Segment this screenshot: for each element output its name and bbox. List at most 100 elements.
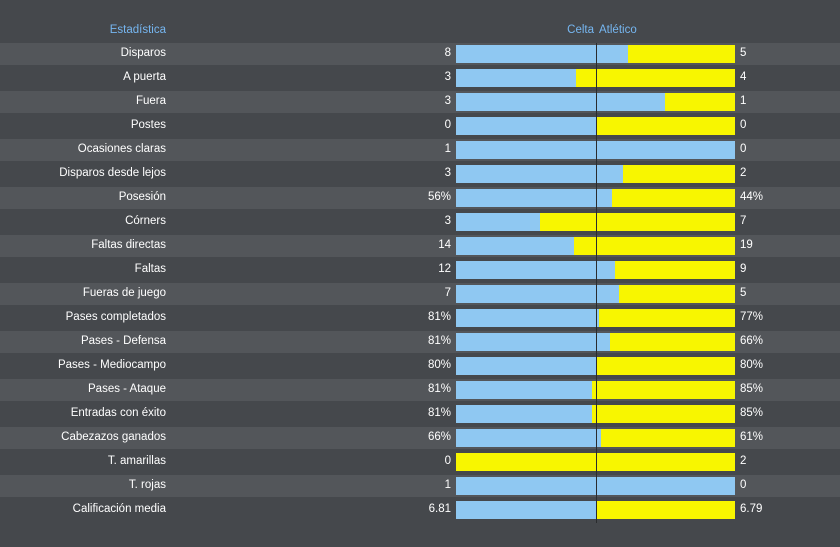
stat-label: T. rojas — [128, 479, 166, 491]
away-bar-fill — [610, 333, 735, 351]
home-bar-fill — [456, 69, 576, 87]
stat-row: Pases - Mediocampo 80% 80% — [0, 355, 840, 377]
home-bar-fill — [456, 405, 592, 423]
home-bar-fill — [456, 309, 599, 327]
away-value: 6.79 — [740, 503, 763, 515]
stat-row: Pases completados 81% 77% — [0, 307, 840, 329]
stat-label: Pases - Mediocampo — [57, 359, 166, 371]
away-bar-fill — [615, 261, 735, 279]
away-value: 5 — [740, 47, 747, 59]
away-value: 1 — [740, 95, 747, 107]
away-bar-fill — [456, 453, 735, 471]
home-value: 1 — [444, 143, 451, 155]
stat-label: Pases - Defensa — [80, 335, 166, 347]
stat-label: Fueras de juego — [82, 287, 166, 299]
home-bar-fill — [456, 213, 540, 231]
comparison-bar — [456, 309, 735, 327]
home-team-name: Celta — [567, 24, 594, 36]
stat-column-header: Estadística — [109, 24, 166, 36]
away-value: 44% — [740, 191, 764, 203]
away-bar-fill — [599, 309, 735, 327]
home-bar-fill — [456, 237, 574, 255]
away-value: 85% — [740, 407, 764, 419]
stat-label: Postes — [130, 119, 166, 131]
stat-row: Pases - Defensa 81% 66% — [0, 331, 840, 353]
stat-row: Postes 0 0 — [0, 115, 840, 137]
stat-label: Córners — [125, 215, 166, 227]
home-value: 3 — [444, 215, 451, 227]
stats-header: Estadística Celta Atlético — [0, 22, 840, 40]
home-value: 14 — [438, 239, 451, 251]
home-bar-fill — [456, 93, 665, 111]
stat-row: Faltas 12 9 — [0, 259, 840, 281]
comparison-bar — [456, 453, 735, 471]
away-bar-fill — [540, 213, 735, 231]
home-bar-fill — [456, 45, 628, 63]
home-value: 81% — [427, 311, 451, 323]
away-value: 19 — [740, 239, 753, 251]
home-value: 1 — [444, 479, 451, 491]
away-bar-fill — [601, 429, 735, 447]
stat-row: Ocasiones claras 1 0 — [0, 139, 840, 161]
comparison-bar — [456, 189, 735, 207]
away-value: 9 — [740, 263, 747, 275]
home-value: 8 — [444, 47, 451, 59]
home-bar-fill — [456, 333, 610, 351]
away-bar-fill — [665, 93, 735, 111]
stat-row: A puerta 3 4 — [0, 67, 840, 89]
away-bar-fill — [623, 165, 735, 183]
home-bar-fill — [456, 477, 735, 495]
home-bar-fill — [456, 261, 615, 279]
stat-row: Posesión 56% 44% — [0, 187, 840, 209]
away-bar-fill — [592, 405, 735, 423]
stat-row: Fuera 3 1 — [0, 91, 840, 113]
stat-row: Entradas con éxito 81% 85% — [0, 403, 840, 425]
comparison-bar — [456, 501, 735, 519]
stat-label: Fuera — [135, 95, 166, 107]
home-value: 0 — [444, 119, 451, 131]
away-bar-fill — [596, 501, 735, 519]
stat-row: Calificación media 6.81 6.79 — [0, 499, 840, 521]
stat-row: Faltas directas 14 19 — [0, 235, 840, 257]
stat-label: Disparos desde lejos — [59, 167, 166, 179]
away-bar-fill — [592, 381, 735, 399]
away-bar-fill — [628, 45, 735, 63]
comparison-bar — [456, 261, 735, 279]
stat-row: Disparos 8 5 — [0, 43, 840, 65]
comparison-bar — [456, 93, 735, 111]
stat-label: Calificación media — [72, 503, 166, 515]
home-bar-fill — [456, 501, 596, 519]
away-value: 5 — [740, 287, 747, 299]
comparison-bar — [456, 45, 735, 63]
home-value: 7 — [444, 287, 451, 299]
home-value: 3 — [444, 95, 451, 107]
away-bar-fill — [596, 117, 735, 135]
home-bar-fill — [456, 357, 596, 375]
away-team-name: Atlético — [599, 24, 637, 36]
stat-label: Pases completados — [65, 311, 166, 323]
home-value: 56% — [427, 191, 451, 203]
home-value: 80% — [427, 359, 451, 371]
stat-row: Disparos desde lejos 3 2 — [0, 163, 840, 185]
home-value: 3 — [444, 167, 451, 179]
stat-label: Ocasiones claras — [77, 143, 166, 155]
away-value: 7 — [740, 215, 747, 227]
away-value: 2 — [740, 167, 747, 179]
away-value: 2 — [740, 455, 747, 467]
home-value: 81% — [427, 383, 451, 395]
away-value: 0 — [740, 119, 747, 131]
home-bar-fill — [456, 189, 612, 207]
stat-row: Pases - Ataque 81% 85% — [0, 379, 840, 401]
away-value: 77% — [740, 311, 764, 323]
stats-table: Disparos 8 5 A puerta 3 4 Fuera 3 1 Postes 0 0 Ocasi… — [0, 43, 840, 523]
stat-label: Posesión — [118, 191, 166, 203]
stat-row: Cabezazos ganados 66% 61% — [0, 427, 840, 449]
stat-row: Córners 3 7 — [0, 211, 840, 233]
comparison-bar — [456, 285, 735, 303]
stat-row: Fueras de juego 7 5 — [0, 283, 840, 305]
stat-label: Cabezazos ganados — [61, 431, 166, 443]
home-bar-fill — [456, 165, 623, 183]
stat-label: A puerta — [123, 71, 166, 83]
away-bar-fill — [612, 189, 735, 207]
away-value: 0 — [740, 479, 747, 491]
